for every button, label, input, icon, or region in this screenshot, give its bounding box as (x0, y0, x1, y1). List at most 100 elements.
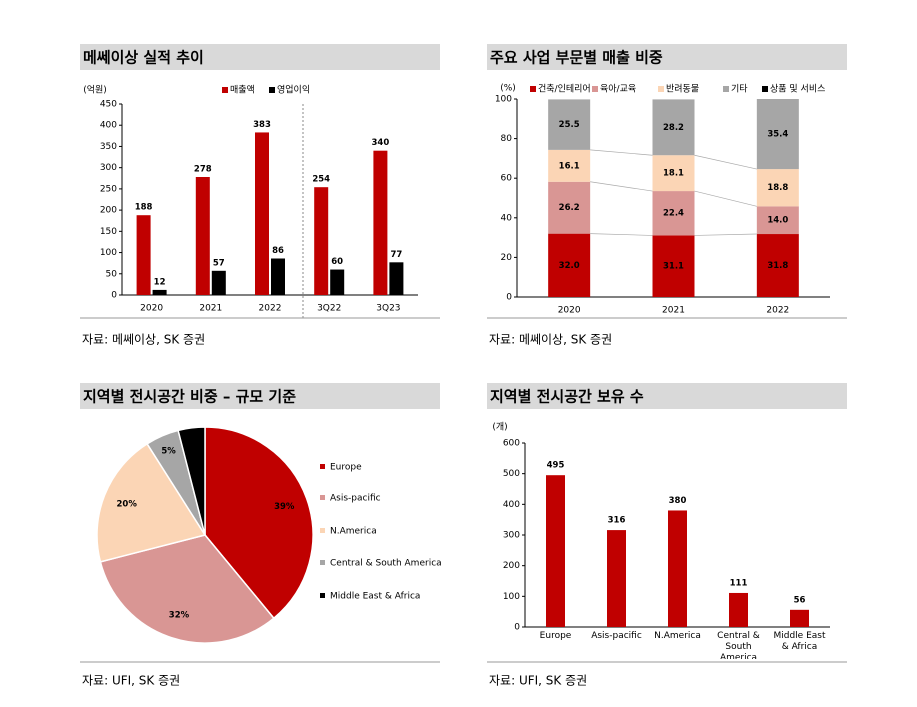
y-tick-label: 500 (503, 469, 520, 479)
value-label: 188 (135, 203, 153, 213)
value-label: 380 (669, 496, 687, 506)
y-tick-label: 150 (100, 227, 117, 237)
pie-slice (177, 426, 206, 536)
bar (373, 150, 388, 295)
legend-swatch (530, 86, 536, 92)
y-tick-label: 300 (100, 163, 117, 173)
legend-swatch (723, 86, 729, 92)
bar-segment (652, 191, 695, 236)
source: 자료: 메쎄이상, SK 증권 (489, 333, 612, 347)
value-label: 254 (312, 175, 330, 185)
value-label: 31.1 (663, 262, 684, 272)
value-label: 14.0 (767, 216, 788, 226)
y-tick-label: 400 (100, 121, 117, 131)
value-label: 26.2 (559, 203, 580, 213)
legend-label: 매출액 (230, 84, 255, 96)
x-tick-label: 2020 (140, 304, 163, 314)
bar-segment (756, 99, 799, 170)
bar-segment (652, 155, 695, 192)
value-label: 60 (331, 257, 343, 267)
legend-label: 반려동물 (666, 84, 699, 95)
connector (694, 154, 757, 170)
x-tick-label: 3Q22 (317, 304, 341, 314)
chart-title: 메쎄이상 실적 추이 (83, 49, 204, 67)
y-tick-label: 0 (111, 291, 117, 301)
slice-label: 20% (116, 499, 137, 509)
x-tick-label: 2021 (199, 304, 222, 314)
bar-segment (548, 99, 591, 150)
legend-swatch (222, 87, 228, 93)
bar-segment (548, 181, 591, 234)
legend-label: Europe (330, 463, 362, 473)
bar (136, 215, 151, 295)
unit-label: (억원) (83, 84, 107, 96)
y-tick-label: 40 (501, 213, 513, 223)
value-label: 383 (253, 120, 271, 130)
bar (729, 592, 748, 627)
chart-title: 지역별 전시공간 보유 수 (490, 388, 644, 406)
x-tick-label: 3Q23 (376, 304, 400, 314)
connector (694, 233, 757, 236)
title-bar (80, 383, 440, 409)
slice-label: 5% (161, 446, 176, 456)
value-label: 56 (794, 595, 806, 605)
chart-title: 주요 사업 부문별 매출 비중 (490, 49, 663, 67)
value-label: 25.5 (559, 120, 580, 130)
y-tick-label: 200 (503, 561, 520, 571)
bar-segment (548, 233, 591, 297)
y-tick-label: 20 (501, 253, 513, 263)
legend-swatch (658, 86, 664, 92)
x-tick-label: Central & South America (717, 631, 760, 659)
bar (271, 258, 285, 295)
y-tick-label: 100 (495, 95, 512, 105)
slice-label: 4% (186, 439, 201, 449)
chart-title: 지역별 전시공간 비중 – 규모 기준 (83, 388, 296, 406)
title-bar (487, 383, 847, 409)
legend-label: Middle East & Africa (330, 592, 420, 602)
x-tick-label-box: Central & South America (717, 631, 760, 659)
unit-label: (%) (500, 84, 516, 94)
slice-label: 32% (169, 611, 190, 621)
y-tick-label: 450 (100, 100, 117, 110)
bar-segment (652, 99, 695, 156)
connector (590, 233, 653, 236)
connector (694, 190, 757, 207)
bar-segment (548, 149, 591, 182)
bar (211, 270, 226, 295)
value-label: 28.2 (663, 123, 684, 133)
source: 자료: 메쎄이상, SK 증권 (82, 333, 205, 347)
x-tick-label: 2022 (259, 304, 282, 314)
x-tick-label: Middle East & Africa (773, 631, 826, 652)
value-label: 32.0 (559, 261, 580, 271)
legend-label: N.America (330, 527, 377, 537)
y-tick-label: 600 (503, 439, 520, 449)
legend-swatch (320, 464, 325, 469)
value-label: 35.4 (767, 130, 788, 140)
legend-swatch (320, 560, 325, 565)
legend-swatch (762, 86, 768, 92)
legend-label: 기타 (731, 84, 748, 95)
value-label: 340 (372, 138, 390, 148)
value-label: 86 (272, 246, 284, 256)
x-tick-label: 2021 (662, 306, 685, 316)
legend-swatch (269, 87, 275, 93)
title-bar (80, 44, 440, 70)
unit-label: (개) (492, 422, 507, 433)
bar (255, 132, 269, 295)
bar (668, 510, 687, 627)
x-tick-label: 2020 (558, 306, 581, 316)
bar (314, 187, 329, 295)
y-tick-label: 100 (100, 248, 117, 258)
bar (790, 609, 809, 627)
connector (590, 149, 653, 156)
value-label: 12 (154, 277, 166, 287)
y-tick-label: 350 (100, 142, 117, 152)
bar (152, 289, 167, 295)
value-label: 31.8 (767, 261, 788, 271)
y-tick-label: 300 (503, 531, 520, 541)
bar (389, 262, 404, 295)
x-tick-label: 2022 (766, 306, 789, 316)
value-label: 16.1 (559, 161, 580, 171)
bar (546, 475, 565, 627)
